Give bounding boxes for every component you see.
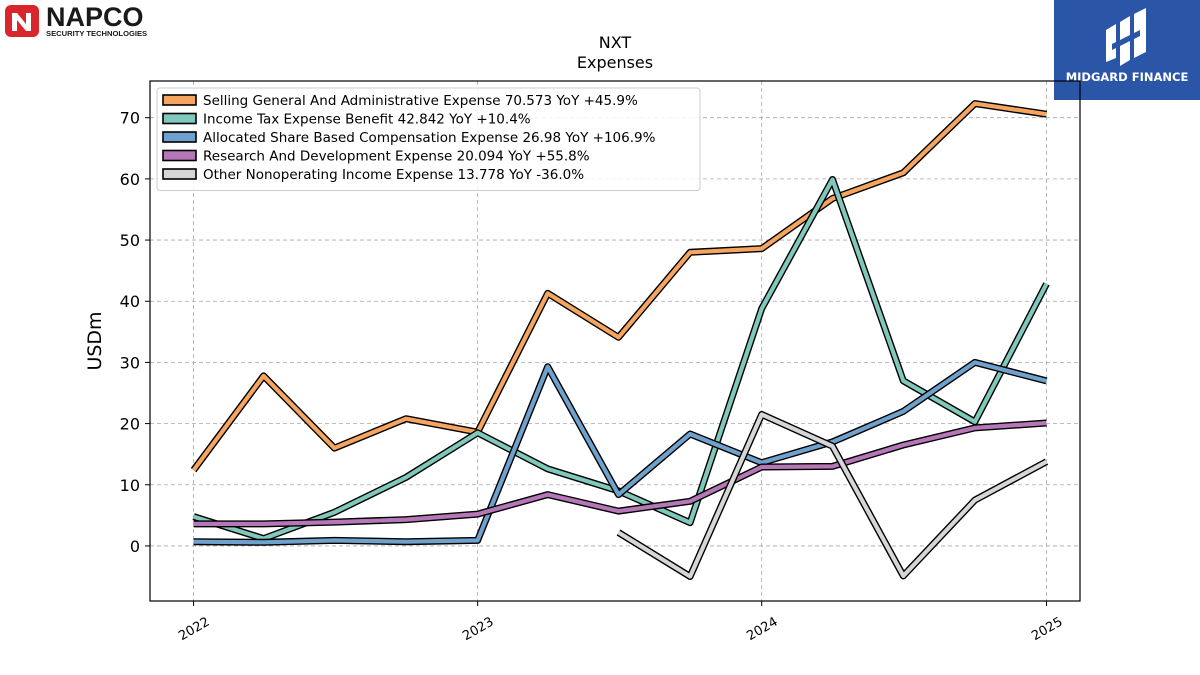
y-tick-label: 60 <box>120 170 140 189</box>
x-axis: 2022 2023 2024 2025 <box>176 601 1065 644</box>
legend-swatch <box>162 94 197 106</box>
chart-title: NXT <box>599 33 632 52</box>
legend-entry-label: Income Tax Expense Benefit 42.842 YoY +1… <box>203 112 531 128</box>
legend-swatch <box>162 112 197 125</box>
series-line <box>617 412 1048 579</box>
series-line <box>191 101 1047 472</box>
y-axis: 0 10 20 30 40 50 60 70 <box>120 109 150 556</box>
plot-frame <box>149 80 1081 602</box>
y-tick-label: 0 <box>130 537 140 556</box>
y-axis-label: USDm <box>84 311 106 370</box>
y-tick-label: 30 <box>120 353 140 372</box>
y-tick-label: 50 <box>120 231 140 250</box>
legend-entry-label: Research And Development Expense 20.094 … <box>203 149 590 165</box>
legend-swatch <box>162 149 197 162</box>
midgard-finance-brand-text: MIDGARD FINANCE <box>1065 70 1189 84</box>
midgard-mark-icon <box>1106 8 1146 66</box>
napco-logo-graphic: NAPCO SECURITY TECHNOLOGIES <box>5 2 147 38</box>
napco-logo: NAPCO SECURITY TECHNOLOGIES <box>4 2 214 40</box>
napco-logo-wordmark: NAPCO <box>46 4 144 32</box>
midgard-finance-logo: MIDGARD FINANCE <box>1054 0 1200 100</box>
legend-entry-label: Other Nonoperating Income Expense 13.778… <box>203 167 584 183</box>
series-line <box>193 420 1047 527</box>
x-tick-label: 2024 <box>744 615 780 645</box>
series-lines <box>190 100 1050 580</box>
x-tick-label: 2025 <box>1029 615 1065 645</box>
legend: Selling General And Administrative Expen… <box>156 87 701 191</box>
series-line <box>193 360 1048 545</box>
x-tick-label: 2022 <box>176 615 212 645</box>
napco-mark-glyph <box>12 13 31 31</box>
y-tick-label: 70 <box>120 109 140 128</box>
legend-swatch <box>162 131 197 143</box>
legend-entry-label: Allocated Share Based Compensation Expen… <box>203 130 656 146</box>
y-tick-label: 40 <box>120 292 140 311</box>
legend-entry-label: Selling General And Administrative Expen… <box>203 93 638 109</box>
legend-box <box>156 87 701 191</box>
legend-swatch <box>162 168 197 180</box>
chart-subtitle: Expenses <box>577 53 653 72</box>
y-tick-label: 10 <box>120 476 140 495</box>
napco-logo-tagline: SECURITY TECHNOLOGIES <box>46 29 147 38</box>
y-tick-label: 20 <box>120 415 140 434</box>
x-tick-label: 2023 <box>460 615 496 645</box>
